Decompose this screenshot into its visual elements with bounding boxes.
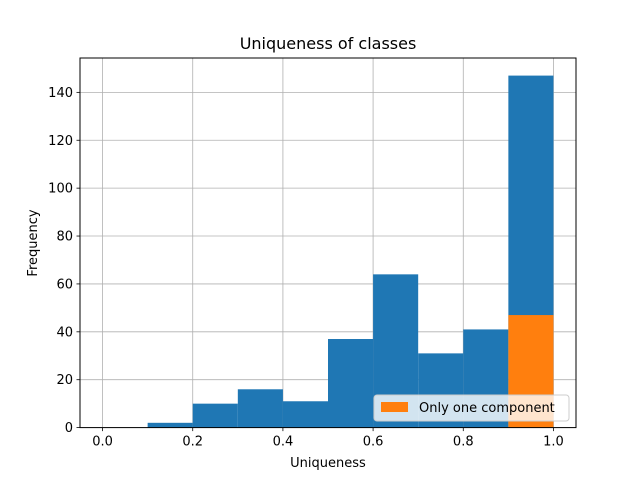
legend-label: Only one component — [419, 401, 555, 416]
x-tick-label: 0.2 — [182, 435, 203, 450]
legend-box — [373, 394, 570, 422]
histogram-bar — [147, 422, 193, 428]
legend-swatch — [381, 402, 408, 412]
y-tick-label: 40 — [56, 325, 73, 340]
plot-frame — [79, 57, 577, 429]
y-tick-label: 20 — [56, 373, 73, 388]
y-axis-ticks: 0 20 40 60 80 100 120 140 — [48, 86, 80, 436]
histogram-bar — [237, 389, 283, 428]
y-tick-label: 0 — [65, 421, 73, 436]
x-axis-label: Uniqueness — [290, 456, 366, 471]
x-tick-label: 0.4 — [273, 435, 294, 450]
histogram-bar — [282, 401, 328, 428]
y-axis-label: Frequency — [26, 209, 41, 276]
chart-title: Uniqueness of classes — [240, 34, 417, 53]
histogram-bars — [147, 75, 554, 428]
histogram-bar — [192, 403, 238, 428]
histogram-bar — [328, 339, 374, 428]
x-axis-ticks: 0.0 0.2 0.4 0.6 0.8 1.0 — [92, 427, 564, 450]
y-tick-label: 80 — [56, 230, 73, 245]
y-tick-label: 120 — [48, 134, 73, 149]
x-tick-label: 0.8 — [453, 435, 474, 450]
x-tick-label: 0.0 — [92, 435, 113, 450]
y-tick-label: 60 — [56, 277, 73, 292]
x-tick-label: 0.6 — [363, 435, 384, 450]
x-tick-label: 1.0 — [543, 435, 564, 450]
y-tick-label: 140 — [48, 86, 73, 101]
y-tick-label: 100 — [48, 182, 73, 197]
legend: Only one component — [373, 394, 570, 422]
